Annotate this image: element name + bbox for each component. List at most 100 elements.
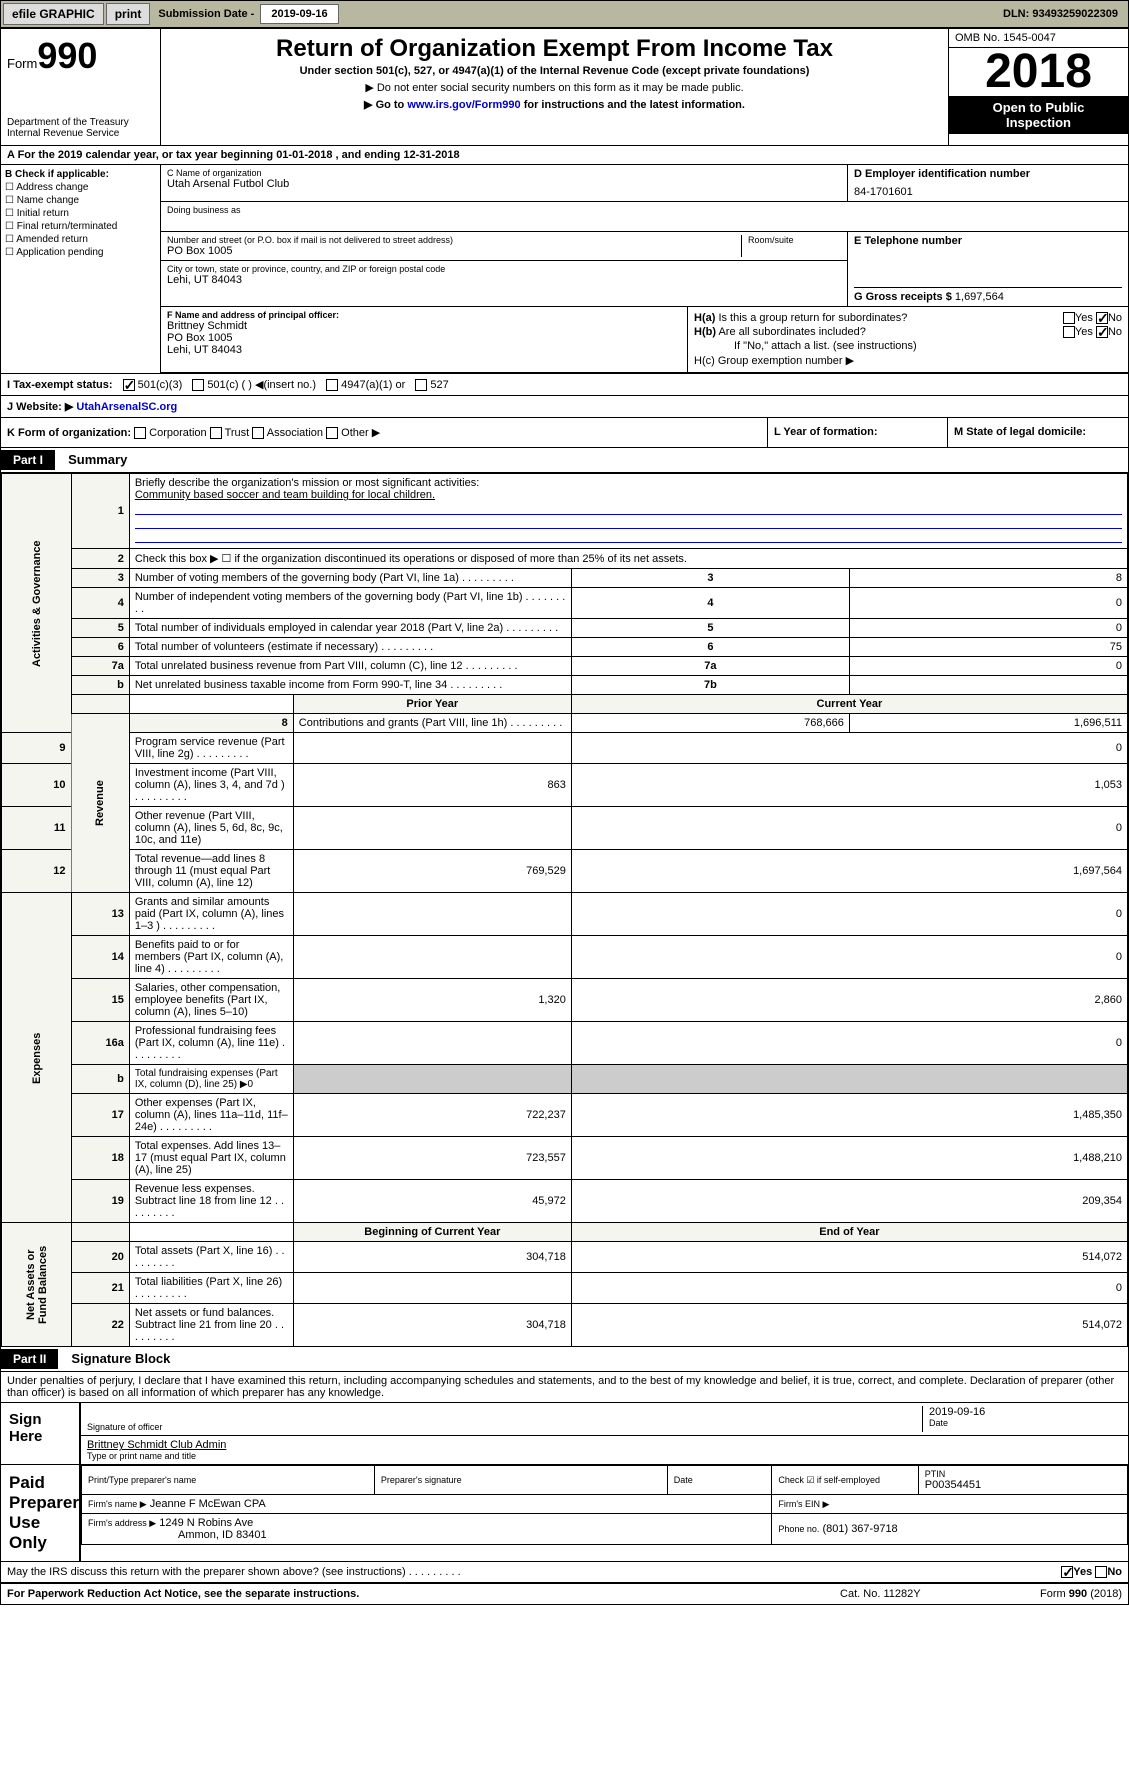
i-4947[interactable] — [326, 379, 338, 391]
tax-year: 2018 — [949, 48, 1128, 96]
summary-table: Activities & Governance 1 Briefly descri… — [1, 473, 1128, 1347]
officer-city: Lehi, UT 84043 — [167, 344, 681, 356]
officer-name: Brittney Schmidt — [167, 320, 681, 332]
i-label: I Tax-exempt status: — [7, 379, 113, 391]
k-other[interactable] — [326, 427, 338, 439]
line15-cy: 2,860 — [571, 979, 1127, 1022]
line21-cy: 0 — [571, 1273, 1127, 1304]
cb-amended[interactable]: ☐ Amended return — [5, 234, 156, 245]
line18-text: Total expenses. Add lines 13–17 (must eq… — [129, 1137, 293, 1180]
self-employed: Check ☑ if self-employed — [778, 1475, 911, 1486]
line12-cy: 1,697,564 — [571, 850, 1127, 893]
eoy-head: End of Year — [571, 1223, 1127, 1242]
form-body: Form990 Department of the Treasury Inter… — [0, 28, 1129, 1605]
org-name: Utah Arsenal Futbol Club — [167, 178, 841, 190]
submission-date: 2019-09-16 — [260, 4, 338, 24]
line16a-cy: 0 — [571, 1022, 1127, 1065]
footer-form: Form 990 (2018) — [1040, 1588, 1122, 1600]
exp-section: Expenses — [2, 893, 72, 1223]
website-link[interactable]: UtahArsenalSC.org — [76, 401, 177, 413]
c-name-label: C Name of organization — [167, 168, 841, 178]
line14-cy: 0 — [571, 936, 1127, 979]
top-toolbar: efile GRAPHIC print Submission Date - 20… — [0, 0, 1129, 28]
cb-initial-return[interactable]: ☐ Initial return — [5, 208, 156, 219]
line4-text: Number of independent voting members of … — [129, 588, 571, 619]
cb-final-return[interactable]: ☐ Final return/terminated — [5, 221, 156, 232]
discuss-no[interactable] — [1095, 1566, 1107, 1578]
print-button[interactable]: print — [106, 3, 151, 25]
line11-cy: 0 — [571, 807, 1127, 850]
l-label: L Year of formation: — [774, 426, 878, 438]
name-title: Brittney Schmidt Club Admin — [87, 1439, 1122, 1451]
line20-cy: 514,072 — [571, 1242, 1127, 1273]
net-section: Net Assets or Fund Balances — [2, 1223, 72, 1347]
line2: Check this box ▶ ☐ if the organization d… — [129, 549, 1127, 569]
k-assoc[interactable] — [252, 427, 264, 439]
line17-text: Other expenses (Part IX, column (A), lin… — [129, 1094, 293, 1137]
line5-val: 0 — [849, 619, 1127, 638]
street-value: PO Box 1005 — [167, 245, 741, 257]
form-title: Return of Organization Exempt From Incom… — [165, 35, 944, 63]
row-a-tax-year: A For the 2019 calendar year, or tax yea… — [1, 146, 1128, 165]
cy-head: Current Year — [571, 695, 1127, 714]
ssn-note: ▶ Do not enter social security numbers o… — [165, 81, 944, 94]
room-label: Room/suite — [748, 235, 841, 245]
efile-button[interactable]: efile GRAPHIC — [3, 3, 104, 25]
ha-label: H(a) Is this a group return for subordin… — [694, 312, 1002, 324]
part1-header: Part I — [1, 450, 55, 470]
line16b-text: Total fundraising expenses (Part IX, col… — [129, 1065, 293, 1094]
line9-text: Program service revenue (Part VIII, line… — [129, 733, 293, 764]
cb-application-pending[interactable]: ☐ Application pending — [5, 247, 156, 258]
line15-text: Salaries, other compensation, employee b… — [129, 979, 293, 1022]
line16a-text: Professional fundraising fees (Part IX, … — [129, 1022, 293, 1065]
line5-text: Total number of individuals employed in … — [129, 619, 571, 638]
open-to-public: Open to Public Inspection — [949, 96, 1128, 134]
form-subtitle: Under section 501(c), 527, or 4947(a)(1)… — [165, 65, 944, 77]
footer-left: For Paperwork Reduction Act Notice, see … — [7, 1588, 840, 1600]
line6-val: 75 — [849, 638, 1127, 657]
line14-text: Benefits paid to or for members (Part IX… — [129, 936, 293, 979]
j-label: J Website: ▶ — [7, 401, 73, 413]
prep-sig-label: Preparer's signature — [381, 1475, 661, 1485]
ha-no[interactable] — [1096, 312, 1108, 324]
f-label: F Name and address of principal officer: — [167, 310, 681, 320]
dept-label: Department of the Treasury Internal Reve… — [7, 117, 154, 139]
firm-ein-label: Firm's EIN ▶ — [778, 1499, 829, 1509]
ha-yes[interactable] — [1063, 312, 1075, 324]
line19-py: 45,972 — [293, 1180, 571, 1223]
firm-addr-label: Firm's address ▶ — [88, 1518, 156, 1528]
line11-text: Other revenue (Part VIII, column (A), li… — [129, 807, 293, 850]
dba-label: Doing business as — [167, 205, 1122, 215]
sig-officer-label: Signature of officer — [87, 1422, 922, 1432]
mission-text: Community based soccer and team building… — [135, 489, 1122, 501]
line4-val: 0 — [849, 588, 1127, 619]
irs-gov-link[interactable]: www.irs.gov/Form990 — [407, 99, 520, 111]
instructions-note: ▶ Go to www.irs.gov/Form990 for instruct… — [165, 98, 944, 111]
hb-no[interactable] — [1096, 326, 1108, 338]
phone-value: (801) 367-9718 — [822, 1523, 897, 1535]
ptin-label: PTIN — [925, 1469, 1121, 1479]
d-ein-label: D Employer identification number — [854, 168, 1122, 180]
hb-yes[interactable] — [1063, 326, 1075, 338]
dln-number: DLN: 93493259022309 — [1003, 8, 1126, 20]
discuss-yes[interactable] — [1061, 1566, 1073, 1578]
hb-label: H(b) Are all subordinates included? — [694, 326, 1002, 338]
i-501c[interactable] — [192, 379, 204, 391]
line20-text: Total assets (Part X, line 16) — [129, 1242, 293, 1273]
b-title: B Check if applicable: — [5, 169, 156, 180]
ein-value: 84-1701601 — [854, 186, 1122, 198]
line10-text: Investment income (Part VIII, column (A)… — [129, 764, 293, 807]
part2-title: Signature Block — [61, 1351, 170, 1366]
cb-name-change[interactable]: ☐ Name change — [5, 195, 156, 206]
line19-text: Revenue less expenses. Subtract line 18 … — [129, 1180, 293, 1223]
i-527[interactable] — [415, 379, 427, 391]
street-label: Number and street (or P.O. box if mail i… — [167, 235, 741, 245]
cb-address-change[interactable]: ☐ Address change — [5, 182, 156, 193]
line13-text: Grants and similar amounts paid (Part IX… — [129, 893, 293, 936]
discuss-text: May the IRS discuss this return with the… — [7, 1566, 1061, 1578]
line22-text: Net assets or fund balances. Subtract li… — [129, 1304, 293, 1347]
k-trust[interactable] — [210, 427, 222, 439]
k-corp[interactable] — [134, 427, 146, 439]
ptin-value: P00354451 — [925, 1479, 1121, 1491]
i-501c3[interactable] — [123, 379, 135, 391]
